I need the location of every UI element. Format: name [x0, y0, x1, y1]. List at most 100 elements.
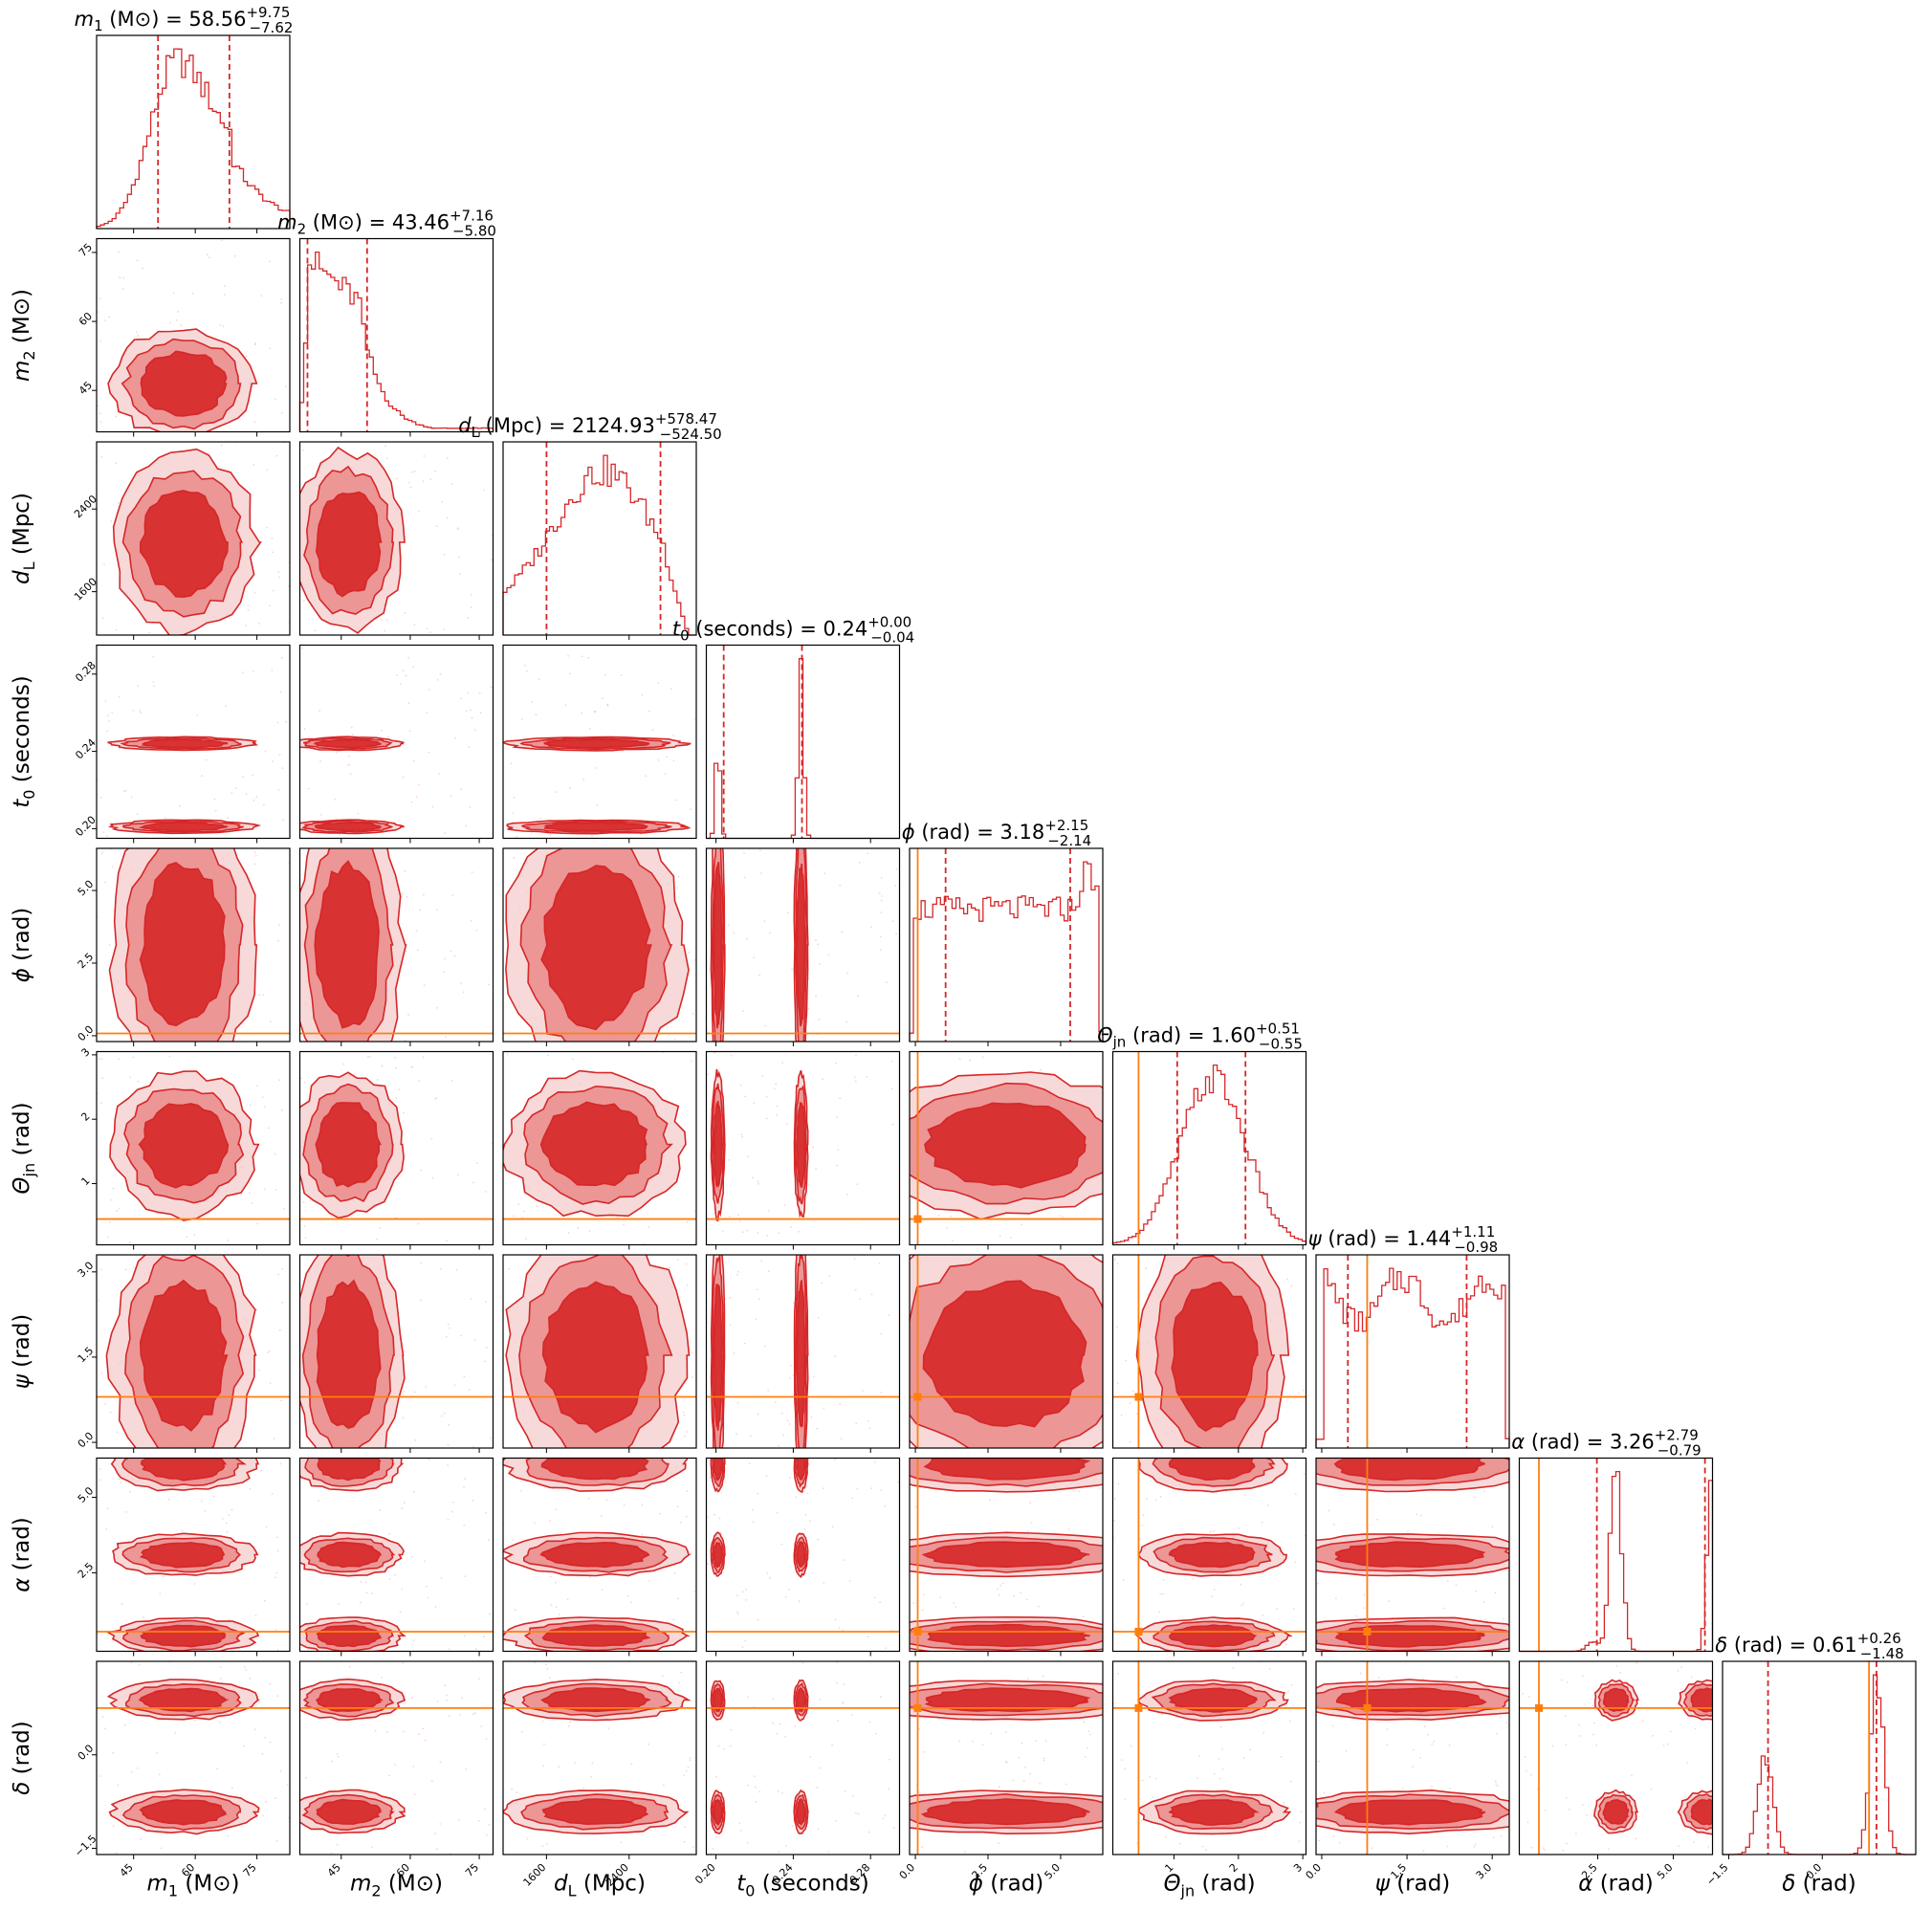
sample-point [484, 1360, 487, 1363]
sample-point [1158, 1611, 1161, 1613]
sample-point [480, 1725, 483, 1727]
contour-group [706, 1255, 900, 1448]
sample-point [278, 576, 281, 579]
sample-point [1526, 1821, 1529, 1824]
sample-point [260, 1469, 263, 1472]
sample-point [261, 1752, 264, 1755]
sample-point [729, 1324, 732, 1327]
sample-point [840, 1438, 843, 1440]
sample-point [245, 793, 248, 795]
panel-frame [909, 1254, 1104, 1449]
sample-point [685, 1262, 688, 1265]
sample-point [827, 954, 830, 956]
sample-point [1565, 1797, 1568, 1799]
sample-point [663, 1784, 665, 1787]
histogram-alpha [1519, 1470, 1714, 1653]
sample-point [1433, 1740, 1436, 1743]
sample-point [828, 1275, 831, 1278]
sample-point [1422, 1850, 1425, 1853]
sample-point [1332, 1834, 1335, 1837]
sample-point [748, 1462, 751, 1465]
sample-point [222, 325, 225, 328]
panel-t0-m2 [298, 644, 494, 844]
sample-point [550, 1604, 553, 1606]
sample-point [348, 763, 351, 766]
sample-point [99, 340, 102, 342]
sample-point [823, 1407, 825, 1410]
sample-point [1087, 1730, 1090, 1733]
sample-point [664, 773, 667, 775]
sample-point [136, 259, 139, 262]
sample-point [1121, 1759, 1123, 1761]
sample-point [714, 1051, 715, 1054]
sample-point [742, 1010, 744, 1013]
sample-point [776, 1511, 779, 1514]
sample-point [676, 1505, 679, 1508]
sample-point [582, 1787, 584, 1789]
sample-point [690, 808, 692, 811]
sample-point [330, 1852, 333, 1855]
sample-point [686, 1431, 688, 1433]
contour-level-2 [139, 1799, 228, 1826]
sample-point [121, 1602, 123, 1605]
sample-point [411, 1065, 414, 1068]
y-tick-label: −1.5 [72, 1833, 99, 1859]
sample-point [853, 1076, 856, 1078]
sample-point [252, 670, 254, 672]
sample-point [264, 1736, 267, 1739]
sample-point [420, 1262, 423, 1264]
sample-point [273, 1438, 275, 1439]
sample-point [541, 1720, 544, 1723]
sample-point [843, 1559, 845, 1562]
panel-alpha-dL [502, 1457, 697, 1657]
sample-point [1159, 1592, 1162, 1595]
sample-point [751, 1508, 754, 1511]
sample-point [1641, 1720, 1644, 1723]
sample-point [1363, 1593, 1366, 1596]
sample-point [541, 1845, 544, 1847]
x-tick-label: −1.5 [1704, 1861, 1731, 1888]
sample-point [1494, 1592, 1497, 1594]
sample-point [1565, 1715, 1567, 1717]
sample-point [152, 655, 155, 658]
sample-point [423, 893, 425, 896]
sample-point [97, 405, 99, 407]
sample-point [409, 486, 412, 489]
sample-point [757, 1492, 758, 1495]
sample-point [587, 1497, 590, 1500]
sample-point [1044, 1740, 1047, 1742]
y-tick-label: 2400 [72, 493, 99, 520]
sample-point [1116, 1326, 1119, 1328]
panel-t0-dL [502, 644, 697, 844]
sample-point [1213, 1529, 1216, 1532]
sample-point [424, 1560, 427, 1562]
sample-point [1141, 1525, 1144, 1526]
sample-point [191, 292, 194, 295]
sample-point [335, 817, 338, 820]
sample-point [854, 1080, 857, 1083]
sample-point [453, 1384, 456, 1387]
sample-point [1495, 1783, 1498, 1786]
panel-theta-phi [909, 1050, 1104, 1250]
sample-point [318, 1500, 319, 1503]
sample-point [1565, 1744, 1568, 1745]
sample-point [371, 1846, 373, 1849]
sample-point [252, 463, 255, 466]
sample-point [766, 1572, 769, 1574]
contour-level-2 [315, 1102, 382, 1188]
panel-psi-phi [909, 1254, 1104, 1453]
sample-point [448, 1715, 450, 1718]
sample-point [115, 415, 117, 418]
sample-point [707, 1460, 710, 1461]
sample-point [101, 1077, 104, 1080]
panel-alpha-theta [1111, 1457, 1307, 1657]
sample-point [1500, 1834, 1503, 1837]
panel-frame [502, 1457, 697, 1653]
sample-point [648, 1580, 650, 1582]
panel-frame [1722, 1660, 1917, 1855]
sample-point [789, 1377, 791, 1379]
sample-point [763, 920, 766, 923]
sample-point [912, 1602, 915, 1605]
sample-point [472, 1713, 474, 1715]
sample-point [1179, 1842, 1181, 1845]
